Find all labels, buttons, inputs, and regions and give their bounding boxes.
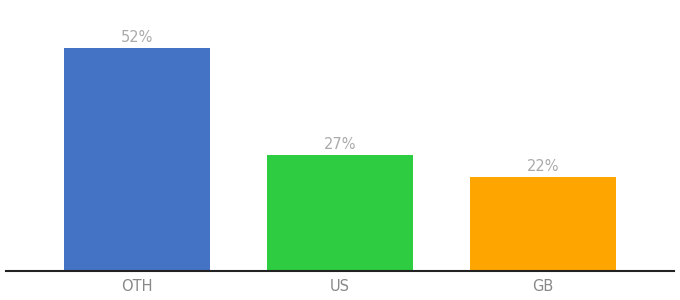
Text: 52%: 52% <box>121 30 154 45</box>
Bar <box>65 48 210 271</box>
Bar <box>470 177 615 271</box>
Text: 27%: 27% <box>324 137 356 152</box>
Bar <box>267 155 413 271</box>
Text: 22%: 22% <box>526 159 559 174</box>
